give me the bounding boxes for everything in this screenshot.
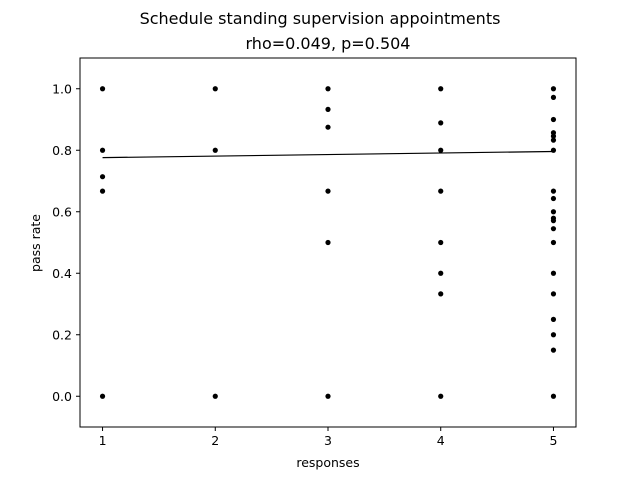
y-tick-label: 0.4: [52, 266, 72, 281]
data-point: [438, 393, 444, 399]
data-point: [550, 393, 557, 399]
data-point: [438, 120, 444, 126]
data-point: [550, 137, 557, 143]
data-points: [99, 86, 557, 399]
x-tick-label: 3: [324, 433, 332, 448]
y-axis-label: pass rate: [28, 214, 43, 272]
data-point: [99, 174, 106, 180]
data-point: [550, 116, 557, 123]
data-point: [212, 86, 218, 92]
data-point: [99, 147, 106, 153]
trend-line: [102, 150, 554, 159]
data-point: [438, 291, 444, 297]
data-point: [325, 106, 331, 112]
data-point: [550, 94, 557, 100]
data-point: [550, 270, 557, 276]
data-point: [550, 218, 557, 224]
data-point: [212, 147, 218, 153]
data-point: [438, 239, 444, 246]
axis-ticks: 1 2 3 4 5 0.0 0.2 0.4 0.6 0.8 1.0: [52, 81, 557, 448]
data-point: [550, 133, 557, 139]
y-tick-label: 0.8: [52, 143, 72, 158]
data-point: [550, 209, 557, 215]
data-point: [550, 239, 557, 246]
chart-title: Schedule standing supervision appointmen…: [140, 9, 501, 28]
data-point: [99, 86, 106, 92]
trend-line-group: [102, 150, 554, 159]
x-tick-label: 4: [437, 433, 445, 448]
data-point: [550, 226, 557, 232]
data-point: [438, 188, 444, 194]
data-point: [99, 393, 106, 399]
x-axis-label: responses: [296, 455, 359, 470]
data-point: [325, 239, 331, 246]
data-point: [325, 188, 331, 194]
data-point: [550, 86, 557, 92]
y-tick-label: 0.0: [52, 389, 72, 404]
data-point: [325, 393, 331, 399]
data-point: [550, 195, 557, 202]
x-tick-label: 5: [549, 433, 557, 448]
data-point: [550, 188, 557, 194]
data-point: [325, 86, 331, 92]
x-tick-label: 1: [99, 433, 107, 448]
data-point: [550, 347, 557, 353]
data-point: [550, 291, 557, 297]
chart-subtitle: rho=0.049, p=0.504: [246, 34, 411, 53]
y-tick-label: 0.6: [52, 204, 72, 219]
y-tick-label: 1.0: [52, 81, 72, 96]
data-point: [438, 147, 444, 153]
y-tick-label: 0.2: [52, 327, 72, 342]
data-point: [438, 86, 444, 92]
data-point: [99, 188, 106, 194]
data-point: [550, 316, 557, 322]
data-point: [212, 393, 218, 399]
data-point: [325, 124, 331, 130]
data-point: [550, 332, 557, 338]
x-tick-label: 2: [211, 433, 219, 448]
data-point: [438, 270, 444, 276]
